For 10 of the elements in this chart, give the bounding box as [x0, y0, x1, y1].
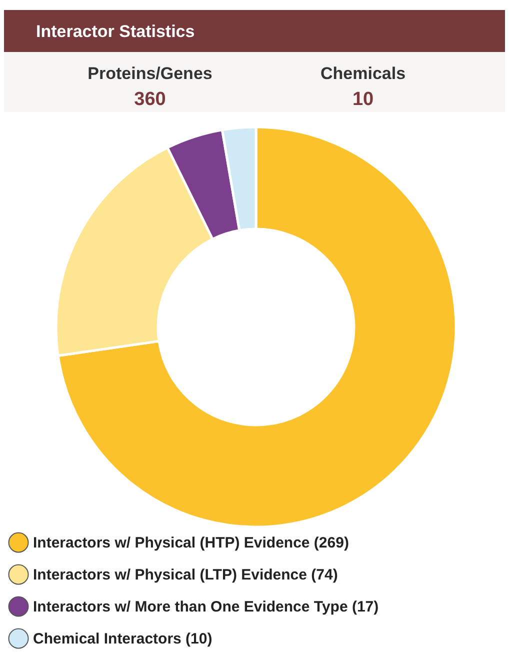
text: Chemicals	[320, 64, 406, 83]
legend-label: Interactors w/ Physical (HTP) Evidence (269)	[33, 534, 349, 552]
donut-slice	[56, 126, 458, 528]
legend-label: Interactors w/ More than One Evidence Type (17)	[33, 598, 379, 616]
text: 10	[352, 89, 374, 110]
text: Proteins/Genes	[88, 64, 212, 83]
chart-title: Interactor Statistics	[36, 22, 195, 41]
text: 360	[134, 89, 166, 110]
legend-label: Chemical Interactors (10)	[33, 630, 212, 648]
legend-label: Interactors w/ Physical (LTP) Evidence (74)	[33, 566, 338, 584]
